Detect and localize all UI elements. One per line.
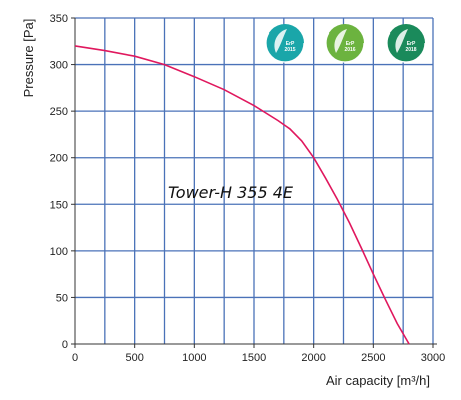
axes: [71, 17, 437, 348]
grid: [75, 17, 434, 344]
y-tick-label: 300: [50, 60, 68, 72]
leaf-icon: [334, 29, 347, 53]
x-tick-label: 2000: [301, 352, 325, 364]
y-tick-label: 50: [56, 292, 68, 304]
badge-year: 2015: [284, 47, 295, 53]
badge-label: ErP: [346, 41, 355, 47]
leaf-icon: [395, 29, 408, 53]
badge-label: ErP: [286, 41, 295, 47]
x-axis-label: Air capacity [m³/h]: [326, 373, 430, 388]
x-tick-label: 1500: [242, 352, 266, 364]
pressure-curve: [74, 45, 410, 345]
x-tick-label: 500: [125, 352, 143, 364]
y-tick-label: 150: [50, 199, 68, 211]
x-tick-label: 0: [72, 352, 78, 364]
y-tick-label: 350: [50, 13, 68, 25]
x-tick-label: 2500: [361, 352, 385, 364]
y-tick-label: 250: [50, 106, 68, 118]
y-tick-label: 0: [62, 339, 68, 351]
x-tick-label: 3000: [421, 352, 445, 364]
y-tick-label: 100: [50, 246, 68, 258]
badge-label: ErP: [407, 41, 416, 47]
y-tick-label: 200: [50, 153, 68, 165]
y-axis-label: Pressure [Pa]: [21, 19, 36, 98]
model-annotation: Tower-H 355 4E: [168, 183, 294, 202]
badge-year: 2016: [344, 47, 355, 53]
tick-labels: 0 50 100 150 200 250 300 350 0 500 1000 1500 2000 250…: [50, 13, 446, 364]
x-tick-label: 1000: [182, 352, 206, 364]
badge-year: 2018: [405, 47, 416, 53]
leaf-icon: [274, 29, 287, 53]
